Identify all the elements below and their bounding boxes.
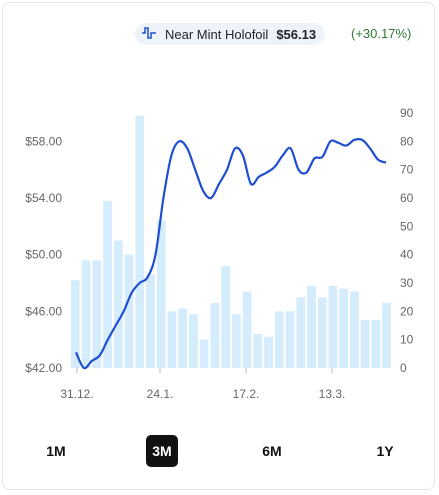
volume-bar xyxy=(113,240,123,368)
y-right-tick-label: 50 xyxy=(400,219,414,233)
price-change: (+30.17%) xyxy=(351,26,412,41)
volume-bar xyxy=(317,297,327,368)
volume-bar xyxy=(81,260,91,368)
volume-bar xyxy=(339,288,349,368)
volume-bar xyxy=(371,319,381,368)
y-right-tick-label: 80 xyxy=(400,134,414,148)
legend-condition: Near Mint Holofoil xyxy=(165,26,269,42)
volume-bar xyxy=(296,297,306,368)
volume-bar xyxy=(274,311,284,368)
volume-bar xyxy=(167,311,177,368)
volume-bar xyxy=(156,220,166,368)
volume-bar xyxy=(146,274,155,368)
y-right-tick-label: 0 xyxy=(400,361,407,375)
volume-bar xyxy=(135,115,145,368)
y-left-tick-label: $58.00 xyxy=(25,134,62,148)
y-right-tick-label: 60 xyxy=(400,191,414,205)
y-left-tick-label: $50.00 xyxy=(25,248,62,262)
volume-bar xyxy=(221,266,230,368)
y-right-tick-label: 10 xyxy=(400,333,414,347)
volume-bar xyxy=(124,254,134,368)
volume-bar xyxy=(189,314,198,368)
range-1m-button[interactable]: 1M xyxy=(46,443,66,459)
x-tick-label: 13.3. xyxy=(319,387,346,401)
volume-bar xyxy=(264,336,273,368)
volume-bar xyxy=(210,302,220,368)
volume-bar xyxy=(360,319,370,368)
volume-bar xyxy=(350,291,359,368)
y-left-tick-label: $46.00 xyxy=(25,304,62,318)
volume-bar xyxy=(307,285,316,368)
y-right-tick-label: 40 xyxy=(400,248,414,262)
legend-price: $56.13 xyxy=(276,26,317,42)
y-right-tick-label: 20 xyxy=(400,304,414,318)
y-right-tick-label: 90 xyxy=(400,106,414,120)
price-history-card xyxy=(2,2,435,490)
x-tick-label: 17.2. xyxy=(233,387,260,401)
volume-bar xyxy=(178,308,188,368)
range-6m-button[interactable]: 6M xyxy=(262,443,282,459)
volume-bar xyxy=(232,314,241,368)
x-tick-label: 24.1. xyxy=(147,387,174,401)
y-right-tick-label: 30 xyxy=(400,276,414,290)
y-left-tick-label: $54.00 xyxy=(25,191,62,205)
volume-bar xyxy=(253,334,263,368)
line-chart-icon xyxy=(141,26,157,43)
range-3m-button[interactable]: 3M xyxy=(146,435,178,467)
price-volume-chart: $42.00 $46.00 $50.00 $54.00 $58.00 0 10 20 30 40 5… xyxy=(25,106,414,401)
volume-bar xyxy=(71,280,80,368)
volume-bar xyxy=(242,291,252,368)
y-left-tick-label: $42.00 xyxy=(25,361,62,375)
x-tick-label: 31.12. xyxy=(60,387,93,401)
volume-bar xyxy=(382,302,391,368)
y-right-tick-label: 70 xyxy=(400,163,414,177)
volume-bar xyxy=(199,339,209,368)
volume-bar xyxy=(285,311,295,368)
volume-bar xyxy=(328,285,338,368)
range-selector: 1M 3M 6M 1Y xyxy=(0,435,439,469)
legend-pill: Near Mint Holofoil $56.13 xyxy=(135,23,326,45)
price-line xyxy=(74,137,387,370)
range-1y-button[interactable]: 1Y xyxy=(376,443,394,459)
volume-bar xyxy=(92,260,102,368)
volume-bar xyxy=(103,200,112,368)
